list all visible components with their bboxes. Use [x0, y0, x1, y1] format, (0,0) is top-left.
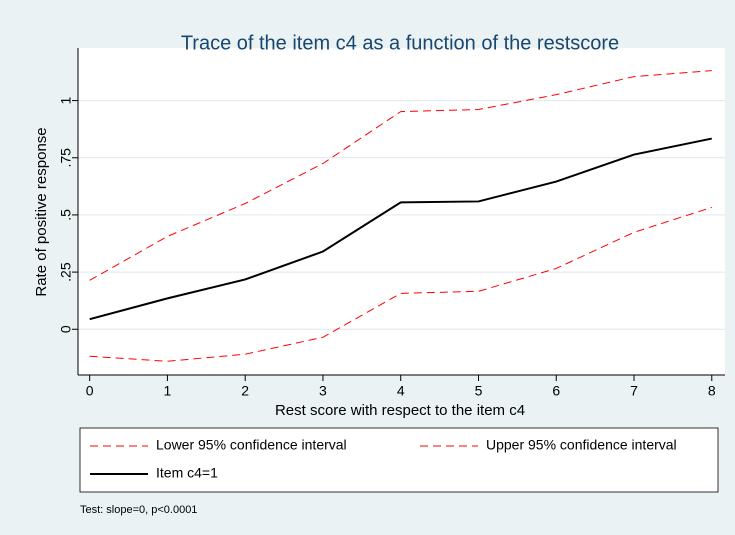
legend [79, 427, 719, 493]
note: Test: slope=0, p<0.0001 [80, 504, 197, 516]
x-tick-label: 6 [552, 383, 560, 399]
plot-area [78, 48, 725, 375]
x-tick-label: 0 [86, 383, 94, 399]
x-tick-label: 8 [708, 383, 716, 399]
x-tick-label: 4 [397, 383, 405, 399]
legend-label: Item c4=1 [156, 465, 218, 481]
x-tick-label: 2 [241, 383, 249, 399]
y-axis-label: Rate of positive response [33, 127, 50, 296]
y-tick-label: 0 [58, 325, 74, 333]
series-line [89, 137, 712, 321]
x-axis-label: Rest score with respect to the item c4 [275, 402, 525, 419]
x-tick-label: 1 [164, 383, 172, 399]
series-line [89, 206, 712, 362]
x-tick-label: 5 [475, 383, 483, 399]
series-line [89, 70, 712, 281]
y-tick-label: 1 [58, 96, 74, 104]
y-tick-label: .5 [58, 209, 74, 221]
x-tick-label: 7 [630, 383, 638, 399]
chart-title: Trace of the item c4 as a function of th… [181, 32, 619, 54]
y-tick-label: .75 [58, 148, 74, 168]
y-tick-label: .25 [58, 262, 74, 282]
x-tick-label: 3 [319, 383, 327, 399]
legend-label: Lower 95% confidence interval [156, 437, 347, 453]
legend-label: Upper 95% confidence interval [486, 437, 677, 453]
